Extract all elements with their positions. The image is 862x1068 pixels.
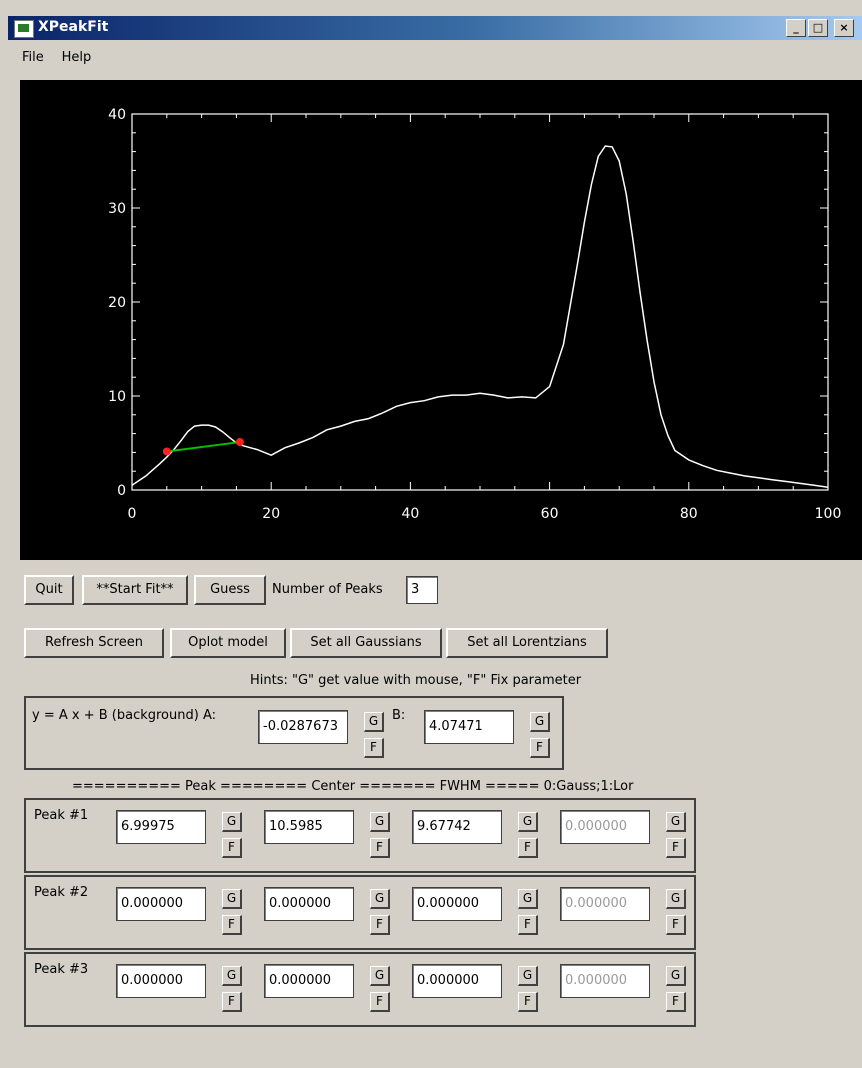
num-peaks-input[interactable]: 3 [406,576,438,604]
num-peaks-label: Number of Peaks [272,582,383,597]
peak-center-fix-button[interactable]: F [370,838,390,858]
background-fit-line [166,441,241,453]
peak-amplitude-fix-button[interactable]: F [222,992,242,1012]
peak-center-get-button[interactable]: G [370,812,390,832]
y-tick-label: 40 [108,107,126,123]
peak-shape-fix-button[interactable]: F [666,992,686,1012]
background-marker-point [162,447,171,456]
background-a-get-button[interactable]: G [364,712,384,732]
x-tick-label: 100 [815,506,842,522]
background-label: y = A x + B (background) A: [32,708,216,723]
peak-fwhm-fix-button[interactable]: F [518,838,538,858]
spectrum-chart: 0 20 40 60 80 100 0 10 20 30 40 [108,107,842,522]
start-fit-button[interactable]: **Start Fit** [82,575,188,605]
peak-center-input[interactable]: 10.5985 [264,810,354,844]
plot-area[interactable]: 0 20 40 60 80 100 0 10 20 30 40 [20,80,862,560]
background-a-input[interactable]: -0.0287673 [258,710,348,744]
y-tick-label: 30 [108,201,126,217]
peak-center-input[interactable]: 0.000000 [264,964,354,998]
peak-amplitude-input[interactable]: 6.99975 [116,810,206,844]
maximize-button[interactable]: □ [808,19,828,37]
x-tick-label: 80 [680,506,698,522]
peak-fwhm-input[interactable]: 9.67742 [412,810,502,844]
peak-center-fix-button[interactable]: F [370,915,390,935]
peak-fwhm-input[interactable]: 0.000000 [412,964,502,998]
peak-fwhm-input[interactable]: 0.000000 [412,887,502,921]
peak-frame: Peak #1 6.99975 G F 10.5985 G F 9.67742 G F 0.0000… [24,798,696,873]
peak-frame: Peak #3 0.000000 G F 0.000000 G F 0.000000 G F 0.0… [24,952,696,1027]
peak-amplitude-get-button[interactable]: G [222,966,242,986]
peak-label: Peak #1 [34,808,89,823]
peak-fwhm-fix-button[interactable]: F [518,915,538,935]
peak-shape-fix-button[interactable]: F [666,838,686,858]
x-tick-label: 20 [262,506,280,522]
x-tick-label: 40 [401,506,419,522]
peak-shape-get-button[interactable]: G [666,889,686,909]
y-tick-label: 20 [108,295,126,311]
menu-bar: File Help [22,50,105,70]
window-title: XPeakFit [38,19,109,35]
menu-file[interactable]: File [22,50,44,65]
background-frame: y = A x + B (background) A: -0.0287673 G… [24,696,564,770]
guess-button[interactable]: Guess [194,575,266,605]
peak-center-get-button[interactable]: G [370,966,390,986]
peak-shape-input[interactable]: 0.000000 [560,964,650,998]
background-b-input[interactable]: 4.07471 [424,710,514,744]
data-series-line [131,145,829,488]
peak-shape-input[interactable]: 0.000000 [560,810,650,844]
peak-center-get-button[interactable]: G [370,889,390,909]
set-all-gaussians-button[interactable]: Set all Gaussians [290,628,442,658]
x-tick-label: 0 [128,506,137,522]
peak-fwhm-get-button[interactable]: G [518,889,538,909]
background-marker-point [235,438,244,447]
background-b-fix-button[interactable]: F [530,738,550,758]
peak-fwhm-get-button[interactable]: G [518,966,538,986]
peak-amplitude-get-button[interactable]: G [222,812,242,832]
peak-amplitude-fix-button[interactable]: F [222,838,242,858]
peak-amplitude-input[interactable]: 0.000000 [116,887,206,921]
close-button[interactable]: × [834,19,854,37]
app-icon [14,20,34,38]
peak-shape-get-button[interactable]: G [666,812,686,832]
background-b-label: B: [392,708,406,723]
menu-help[interactable]: Help [61,50,92,65]
set-all-lorentzians-button[interactable]: Set all Lorentzians [446,628,608,658]
peak-shape-get-button[interactable]: G [666,966,686,986]
peak-label: Peak #2 [34,885,89,900]
peak-center-input[interactable]: 0.000000 [264,887,354,921]
background-b-get-button[interactable]: G [530,712,550,732]
background-a-fix-button[interactable]: F [364,738,384,758]
title-bar: XPeakFit _ □ × [8,16,862,40]
columns-header: ========== Peak ======== Center ======= … [72,779,634,794]
peak-fwhm-get-button[interactable]: G [518,812,538,832]
quit-button[interactable]: Quit [24,575,74,605]
peak-label: Peak #3 [34,962,89,977]
oplot-model-button[interactable]: Oplot model [170,628,286,658]
x-tick-label: 60 [541,506,559,522]
peak-shape-fix-button[interactable]: F [666,915,686,935]
peak-amplitude-input[interactable]: 0.000000 [116,964,206,998]
peak-frame: Peak #2 0.000000 G F 0.000000 G F 0.000000 G F 0.0… [24,875,696,950]
peak-amplitude-get-button[interactable]: G [222,889,242,909]
plot-frame [131,113,829,491]
y-tick-label: 10 [108,389,126,405]
peak-center-fix-button[interactable]: F [370,992,390,1012]
peak-fwhm-fix-button[interactable]: F [518,992,538,1012]
peak-amplitude-fix-button[interactable]: F [222,915,242,935]
minimize-button[interactable]: _ [786,19,806,37]
hints-text: Hints: "G" get value with mouse, "F" Fix… [250,673,582,688]
refresh-screen-button[interactable]: Refresh Screen [24,628,164,658]
y-tick-label: 0 [117,483,126,499]
peak-shape-input[interactable]: 0.000000 [560,887,650,921]
